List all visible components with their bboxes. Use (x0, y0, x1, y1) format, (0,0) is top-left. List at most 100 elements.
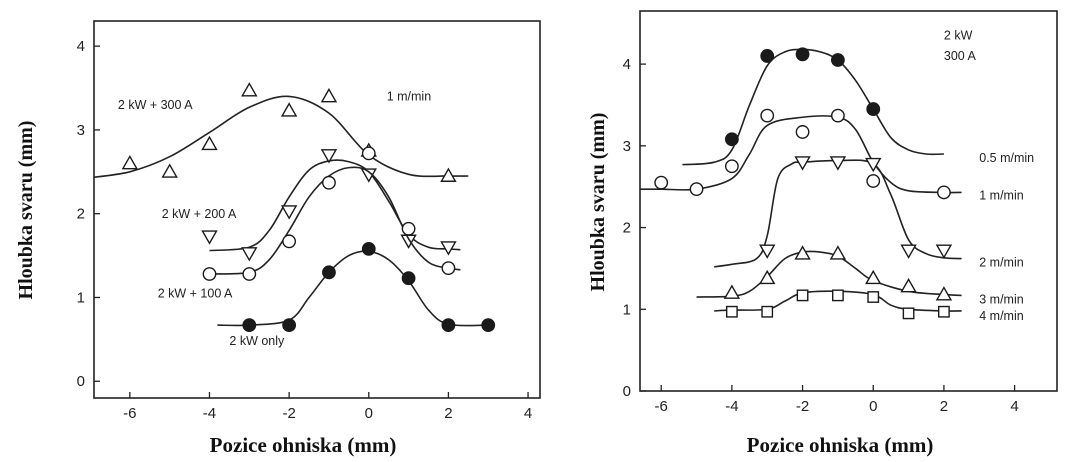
x-tick-label: 4 (524, 405, 532, 422)
data-point (865, 157, 882, 173)
series-2-m-min (714, 156, 962, 268)
y-axis-label: Hloubka svaru (mm) (587, 113, 609, 292)
x-axis-label: Pozice ohniska (mm) (210, 433, 397, 457)
data-point (242, 267, 257, 281)
data-point (900, 244, 917, 259)
data-point (937, 185, 951, 200)
data-point (830, 108, 845, 123)
data-point (794, 156, 811, 171)
series-1-m-min (640, 108, 962, 200)
annotation-label: 2 kW + 200 A (162, 207, 237, 221)
plot-frame-left (93, 20, 541, 399)
data-point (725, 305, 738, 318)
data-point (689, 182, 704, 197)
data-point (724, 159, 739, 174)
series-curve (714, 159, 962, 268)
data-point (724, 132, 739, 147)
y-tick-label: 1 (623, 301, 631, 318)
data-point (866, 102, 881, 116)
data-point (401, 221, 416, 236)
annotation-label: 2 kW + 300 A (118, 98, 193, 112)
data-point (760, 49, 775, 63)
data-point (759, 244, 776, 259)
data-point (795, 125, 810, 139)
x-tick-label: 0 (869, 398, 877, 415)
chart-left: 0 1 2 3 4 -6 -4 -2 0 2 4 Hloubka svaru (mm) Pozice o… (15, 20, 541, 457)
series-label: 3 m/min (979, 292, 1024, 306)
series-3-m-min (696, 245, 962, 301)
y-tick-label: 2 (77, 206, 85, 223)
series-2-kw-only (217, 241, 496, 333)
y-tick-label: 0 (77, 373, 85, 390)
data-point (829, 156, 847, 171)
y-tick-label: 4 (623, 56, 631, 73)
annotation-label: 300 A (944, 49, 977, 63)
data-point (865, 269, 882, 285)
x-tick-label: -4 (725, 398, 738, 415)
data-point (935, 286, 953, 301)
y-tick-label: 3 (77, 122, 85, 139)
y-tick-label: 4 (77, 38, 85, 55)
data-point (935, 244, 953, 259)
data-point (794, 245, 811, 260)
x-tick-label: -6 (123, 405, 136, 422)
annotation-label: 2 kW only (229, 334, 285, 348)
data-point (282, 234, 297, 249)
x-tick-label: -2 (796, 398, 809, 415)
series-2-kw-100-a (202, 146, 461, 281)
data-point (759, 269, 776, 285)
y-tick-label: 0 (623, 383, 631, 400)
data-point (320, 149, 338, 164)
data-point (829, 245, 847, 260)
x-tick-label: -6 (655, 398, 668, 415)
data-point (241, 247, 258, 262)
data-point (241, 82, 258, 97)
chart-right: 0 1 2 3 4 -6 -4 -2 0 2 4 Hloubka svaru (mm) Pozice o… (587, 10, 1058, 457)
data-point (723, 284, 741, 299)
x-tick-label: -4 (203, 405, 216, 422)
data-point (760, 108, 775, 123)
series-label: 2 m/min (979, 256, 1024, 270)
x-axis-label: Pozice ohniska (mm) (747, 433, 934, 457)
series-2-kw-200-a (201, 149, 461, 262)
data-point (867, 291, 880, 303)
data-point (161, 163, 178, 178)
annotation-label: 2 kW + 100 A (158, 286, 233, 300)
series-label: 1 m/min (979, 189, 1024, 203)
y-tick-label: 2 (623, 220, 631, 237)
data-point (361, 146, 376, 161)
data-point (201, 230, 218, 245)
y-tick-label: 1 (77, 289, 85, 306)
data-point (761, 305, 774, 318)
data-point (902, 307, 915, 320)
data-point (831, 289, 844, 302)
data-point (830, 53, 845, 67)
data-point (201, 135, 218, 151)
annotation-label: 1 m/min (387, 90, 432, 104)
data-point (320, 87, 338, 103)
data-point (121, 155, 139, 170)
data-point (440, 167, 457, 182)
data-point (900, 277, 917, 293)
y-tick-label: 3 (623, 138, 631, 155)
data-point (441, 318, 456, 333)
series-label: 4 m/min (979, 309, 1024, 323)
data-layer-left (94, 82, 496, 333)
series-label: 0.5 m/min (979, 151, 1034, 165)
data-point (440, 241, 457, 256)
data-point (280, 205, 298, 220)
annotation-label: 2 kW (944, 29, 973, 43)
series-4-m-min (714, 289, 962, 320)
plot-frame-right (639, 10, 1058, 392)
series-curve (94, 95, 469, 178)
series-curve (209, 166, 461, 275)
data-point (796, 289, 809, 302)
data-point (322, 175, 336, 190)
data-point (866, 174, 881, 188)
data-point (280, 102, 298, 117)
data-point (401, 271, 416, 286)
data-point (202, 267, 217, 281)
data-point (361, 241, 376, 256)
